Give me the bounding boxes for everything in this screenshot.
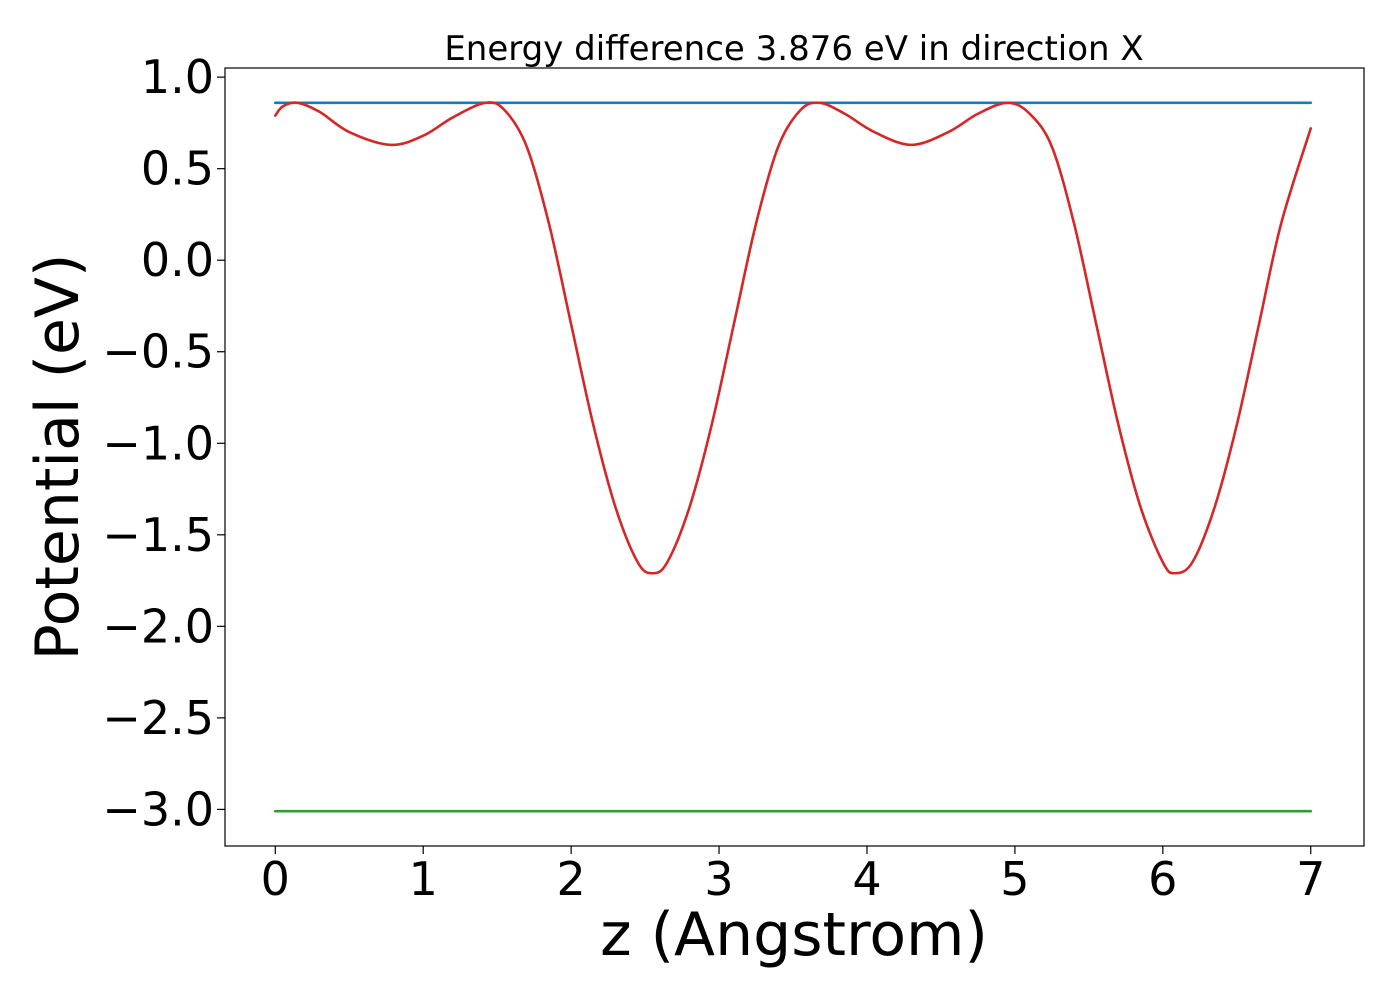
x-axis-label: z (Angstrom) [600,900,988,970]
x-tick-label: 7 [1296,852,1325,906]
y-tick-label: 0.5 [141,142,214,196]
series-layer [273,101,1313,813]
y-axis-label: Potential (eV) [23,254,93,661]
y-tick-label: 0.0 [141,233,214,287]
y-tick-label: −1.5 [102,508,214,562]
x-tick-label: 6 [1148,852,1177,906]
x-tick-label: 1 [409,852,438,906]
x-tick-label: 4 [852,852,881,906]
y-tick-label: −0.5 [102,325,214,379]
chart-title: Energy difference 3.876 eV in direction … [444,29,1143,69]
y-tick-label: −2.0 [102,599,214,653]
plot-frame [224,67,1365,847]
x-tick-label: 0 [261,852,290,906]
x-tick-label: 5 [1000,852,1029,906]
series-line-2 [273,101,1313,575]
x-tick-label: 2 [556,852,585,906]
y-tick-label: 1.0 [141,50,214,104]
y-tick-label: −2.5 [102,691,214,745]
x-tick-label: 3 [704,852,733,906]
y-tick-label: −3.0 [102,782,214,836]
ticks-layer: 0 1 2 3 4 5 6 7 1.0 0.5 0.0 −0.5 −1.0 −1.5 −2.0 −2.5 −3.… [102,50,1325,906]
y-tick-label: −1.0 [102,416,214,470]
